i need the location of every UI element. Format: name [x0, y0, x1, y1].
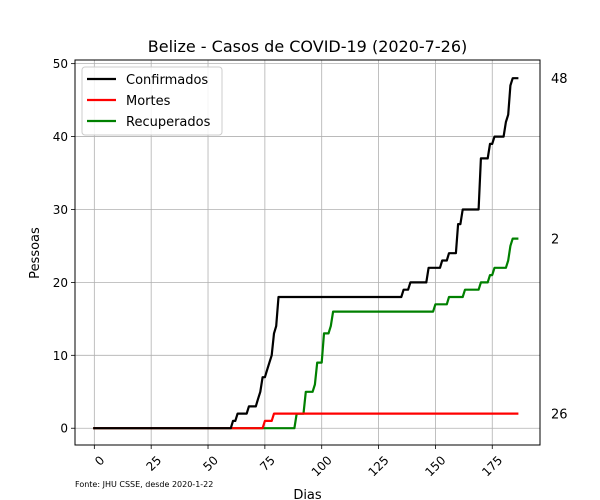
legend-label: Recuperados	[126, 115, 211, 130]
legend-label: Mortes	[126, 94, 171, 109]
y-tick-label: 10	[53, 349, 68, 363]
legend-box	[81, 66, 223, 136]
chart-title: Belize - Casos de COVID-19 (2020-7-26)	[148, 37, 467, 56]
legend: Confirmados Mortes Recuperados	[81, 66, 223, 136]
x-tick-label: 0	[92, 453, 107, 468]
end-value-labels: 48 26 2	[551, 72, 568, 422]
grid-lines	[75, 60, 540, 445]
x-tick-label: 150	[422, 453, 448, 479]
series-line-recuperados	[93, 237, 519, 430]
data-series	[93, 77, 519, 430]
x-axis-label: Dias	[293, 488, 322, 500]
y-tick-label: 0	[60, 422, 68, 436]
x-tick-label: 175	[479, 453, 505, 479]
legend-label: Confirmados	[126, 73, 208, 88]
y-tick-label: 30	[53, 203, 68, 217]
y-tick-label: 20	[53, 276, 68, 290]
end-value-label: 48	[551, 72, 568, 87]
plot-frame	[74, 59, 541, 446]
x-tick-label: 25	[144, 453, 165, 474]
y-tick-label: 50	[53, 57, 68, 71]
source-note: Fonte: JHU CSSE, desde 2020-1-22	[75, 480, 213, 489]
end-value-label: 2	[551, 233, 559, 248]
x-tick-label: 125	[366, 453, 392, 479]
series-line-confirmados	[93, 77, 519, 430]
x-tick-label: 50	[200, 453, 221, 474]
x-tick-label: 100	[309, 453, 335, 479]
end-value-label: 26	[551, 408, 568, 423]
y-axis-label: Pessoas	[28, 227, 43, 279]
x-tick-label: 75	[257, 453, 278, 474]
series-line-mortes	[93, 412, 519, 430]
y-tick-label: 40	[53, 130, 68, 144]
